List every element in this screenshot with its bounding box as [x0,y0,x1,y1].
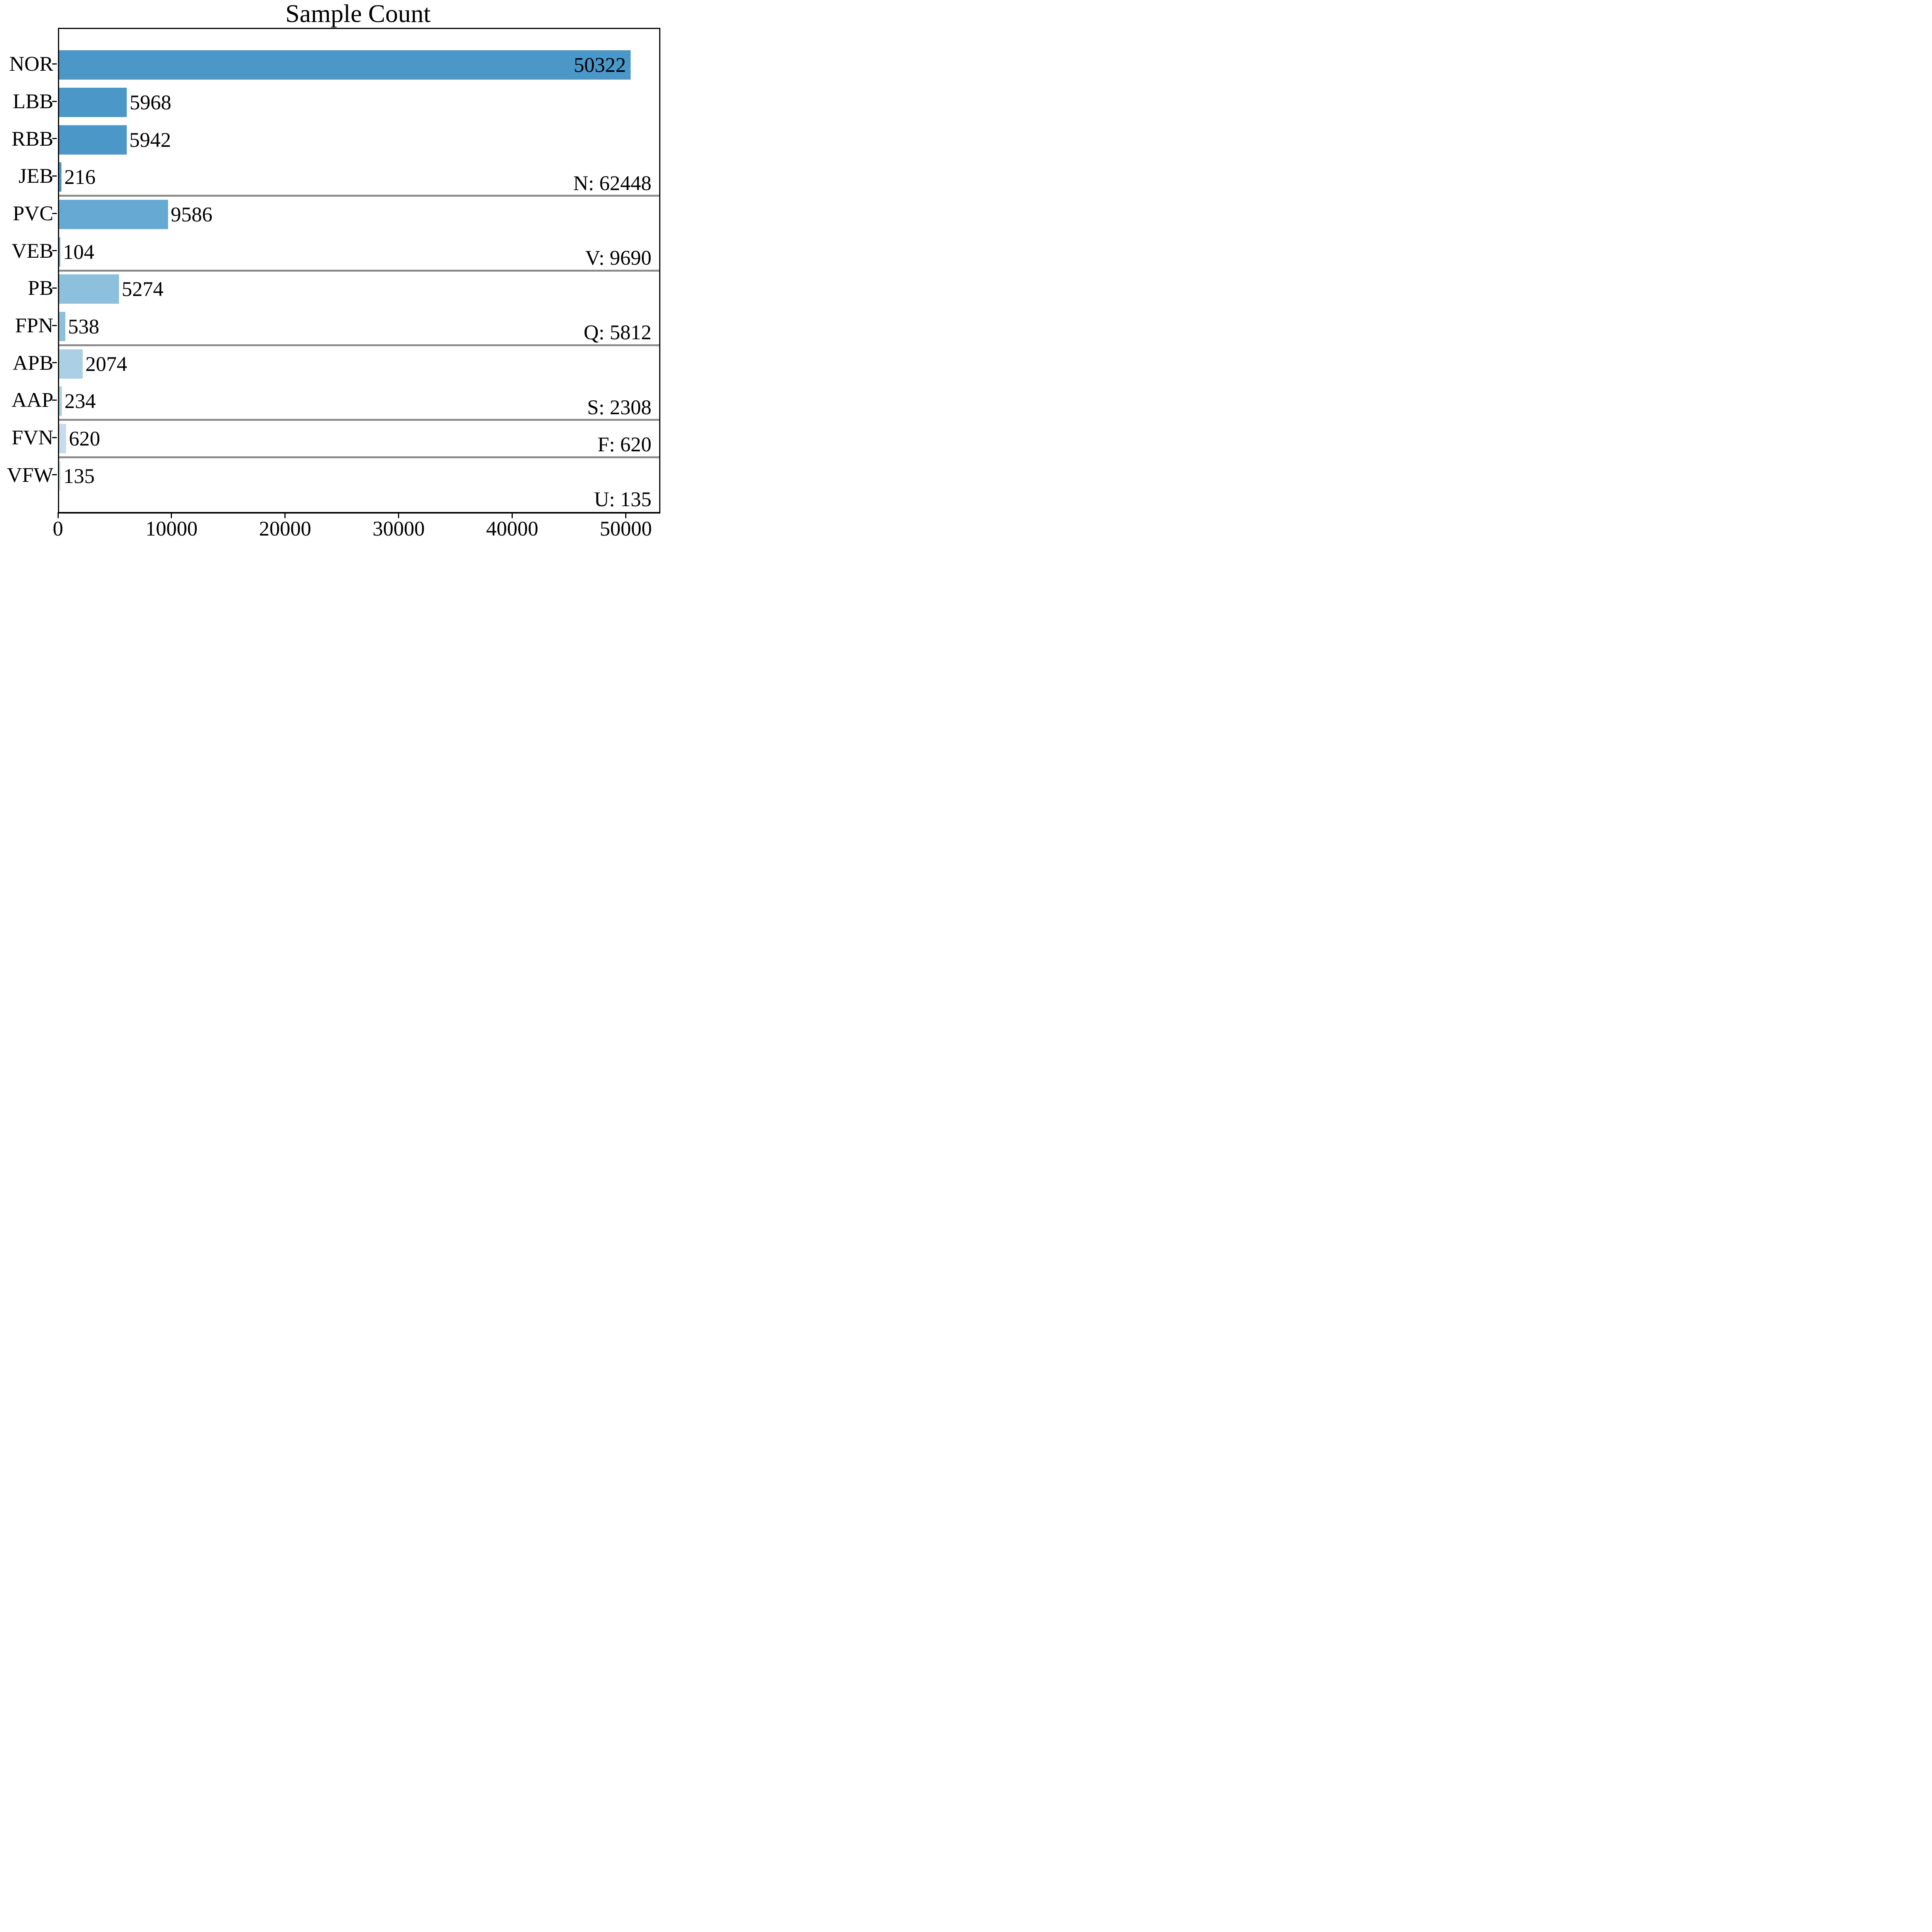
value-label-vfw: 135 [63,464,95,488]
x-tick-label-40000: 40000 [486,517,539,540]
value-label-veb: 104 [63,240,95,264]
x-tick-label-10000: 10000 [145,517,198,540]
bar-aap [59,386,62,416]
category-label-veb: VEB [12,239,53,262]
group-label-q: Q: 5812 [583,321,652,344]
y-tick-vfw [52,474,57,476]
group-label-u: U: 135 [594,488,652,511]
bar-lbb [59,88,127,117]
bar-pvc [59,200,168,229]
x-tick-0 [57,512,59,518]
category-label-fvn: FVN [11,426,53,449]
x-tick-10000 [171,512,172,518]
y-tick-aap [52,399,57,401]
category-label-pb: PB [27,276,53,300]
group-separator-q [59,344,659,346]
y-tick-rbb [52,138,57,139]
bar-jeb [59,162,62,192]
category-label-lbb: LBB [12,90,53,113]
x-tick-label-0: 0 [53,517,63,540]
category-label-nor: NOR [9,52,53,76]
group-label-s: S: 2308 [587,395,651,419]
x-tick-label-30000: 30000 [372,517,425,540]
group-separator-s [59,419,659,421]
group-separator-n [59,195,659,197]
x-tick-50000 [625,512,627,518]
category-label-apb: APB [12,351,53,374]
y-tick-pvc [52,213,57,214]
x-tick-label-20000: 20000 [259,517,311,540]
category-label-aap: AAP [11,388,53,412]
category-label-rbb: RBB [11,127,53,150]
bar-nor [59,50,631,80]
category-label-fpn: FPN [15,314,53,337]
value-label-pb: 5274 [122,277,163,301]
chart-title: Sample Count [285,0,431,28]
x-tick-label-50000: 50000 [600,517,652,540]
group-separator-v [59,269,659,272]
figure: Sample Count 50322 5968 5942 216 9586 104 5274… [0,0,662,546]
value-label-lbb: 5968 [129,91,172,114]
value-label-fvn: 620 [69,427,100,450]
value-label-apb: 2074 [85,352,127,376]
category-label-jeb: JEB [18,164,53,188]
value-label-fpn: 538 [68,315,99,338]
value-label-jeb: 216 [64,165,96,189]
group-label-n: N: 62448 [573,171,652,195]
plot-area: 50322 5968 5942 216 9586 104 5274 538 2074 234 620… [58,28,660,514]
bar-veb [59,237,61,267]
y-tick-lbb [52,100,57,102]
value-label-rbb: 5942 [129,128,171,151]
bar-rbb [59,125,127,155]
category-label-pvc: PVC [12,202,53,225]
y-tick-veb [52,250,57,252]
x-tick-40000 [512,512,513,518]
value-label-aap: 234 [64,389,96,413]
group-label-v: V: 9690 [585,246,652,269]
bar-fpn [59,312,65,341]
bar-apb [59,349,83,379]
y-tick-jeb [52,175,57,177]
category-label-vfw: VFW [7,463,53,486]
group-separator-f [59,456,659,458]
bar-vfw [59,461,61,491]
group-label-f: F: 620 [597,433,651,456]
value-label-pvc: 9586 [170,203,213,226]
y-tick-apb [52,362,57,364]
y-tick-fvn [52,437,57,438]
y-tick-nor [52,63,57,65]
y-tick-fpn [52,325,57,326]
value-label-nor: 50322 [574,53,626,77]
bar-pb [59,274,119,304]
x-tick-20000 [284,512,286,518]
x-tick-30000 [398,512,400,518]
y-tick-pb [52,287,57,289]
bar-fvn [59,424,66,453]
